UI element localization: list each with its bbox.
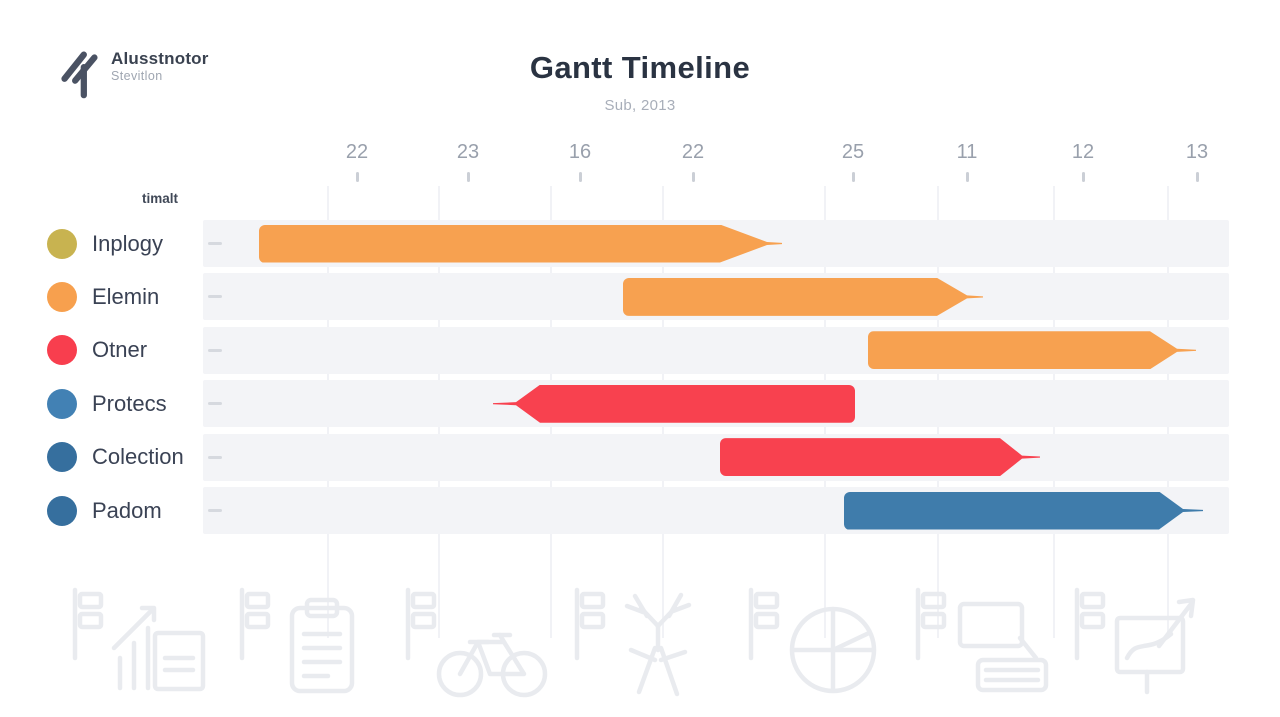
clipboard-list-icon [232, 586, 402, 717]
gantt-bar [493, 384, 855, 423]
x-axis-tick: 22 [327, 141, 387, 164]
x-axis-tick: 23 [438, 141, 498, 164]
row-start-dash [208, 509, 222, 512]
legend-item: Inplogy [0, 220, 200, 267]
x-axis-tick-mark [851, 172, 855, 182]
row-strip [203, 433, 1229, 481]
row-start-dash [208, 455, 222, 459]
x-axis-tick-label: 22 [681, 141, 705, 163]
x-axis-tick-mark [578, 172, 582, 182]
row-start-dash [208, 402, 222, 406]
axis-corner-label: timalt [141, 191, 178, 206]
x-axis-tick-label: 16 [568, 141, 592, 163]
legend-label: Otner [92, 337, 148, 363]
x-axis-tick-mark [1195, 172, 1199, 182]
legend-label: Colection [92, 444, 184, 470]
legend-item: Protecs [0, 380, 200, 427]
x-axis-tick-label: 22 [345, 141, 369, 163]
legend-label: Padom [92, 497, 162, 523]
legend-item: Otner [0, 327, 200, 374]
legend-dot [47, 442, 77, 473]
x-axis-tick-mark [355, 172, 359, 182]
logo-name: Alusstnotor [111, 49, 209, 68]
x-axis-tick-label: 11 [956, 141, 978, 163]
x-axis-tick-mark [965, 172, 969, 182]
bar-chart-document-icon [65, 586, 235, 717]
legend-dot [47, 335, 77, 366]
presentation-arrow-icon [1067, 586, 1237, 717]
logo-text: Alusstnotor Stevitlon [111, 45, 209, 83]
legend-label: Elemin [92, 283, 160, 309]
gantt-bar [623, 277, 983, 316]
presentation-arrow-icon [1074, 587, 1196, 695]
x-axis-tick-mark [466, 172, 470, 182]
x-axis-tick-label: 23 [456, 141, 480, 163]
x-axis-tick: 22 [663, 141, 723, 164]
gantt-bar [868, 331, 1196, 370]
gantt-bar [844, 491, 1203, 530]
legend-label: Protecs [92, 390, 167, 416]
gantt-bar [259, 224, 782, 263]
x-axis-tick: 25 [823, 141, 883, 164]
x-axis-tick-label: 12 [1071, 141, 1095, 163]
logo-mark-icon [61, 51, 98, 99]
row-start-dash [208, 348, 222, 352]
x-axis-tick: 13 [1167, 141, 1227, 164]
deer-icon [567, 586, 737, 717]
pie-chart-icon [748, 587, 877, 694]
legend-label: Inplogy [92, 230, 163, 256]
row-start-dash [208, 242, 222, 245]
clipboard-list-icon [239, 587, 355, 694]
x-axis-tick-mark [1081, 172, 1085, 182]
bicycle-icon [405, 587, 548, 698]
legend-dot [47, 281, 77, 312]
logo: Alusstnotor Stevitlon [56, 45, 209, 99]
x-axis-tick: 11 [937, 141, 997, 164]
computer-icon [915, 587, 1049, 693]
deer-icon [574, 587, 692, 697]
legend-dot [47, 228, 77, 259]
x-axis-tick: 12 [1053, 141, 1113, 164]
row-start-dash [208, 295, 222, 299]
x-axis-tick-label: 13 [1185, 141, 1209, 163]
legend-item: Colection [0, 434, 200, 481]
x-axis-tick: 16 [550, 141, 610, 164]
x-axis-tick-label: 25 [841, 141, 865, 163]
x-axis-tick-mark [691, 172, 695, 182]
page-subtitle: Sub, 2013 [604, 97, 676, 114]
pie-chart-icon [741, 586, 911, 717]
legend-dot [47, 495, 77, 526]
page-title: Gantt Timeline [529, 50, 751, 85]
gantt-bar [720, 438, 1040, 477]
legend-dot [47, 388, 77, 419]
legend-item: Elemin [0, 273, 200, 320]
legend-item: Padom [0, 487, 200, 534]
bar-chart-document-icon [72, 587, 206, 692]
logo-tagline: Stevitlon [111, 68, 163, 83]
bicycle-icon [398, 586, 568, 717]
computer-icon [908, 586, 1078, 717]
